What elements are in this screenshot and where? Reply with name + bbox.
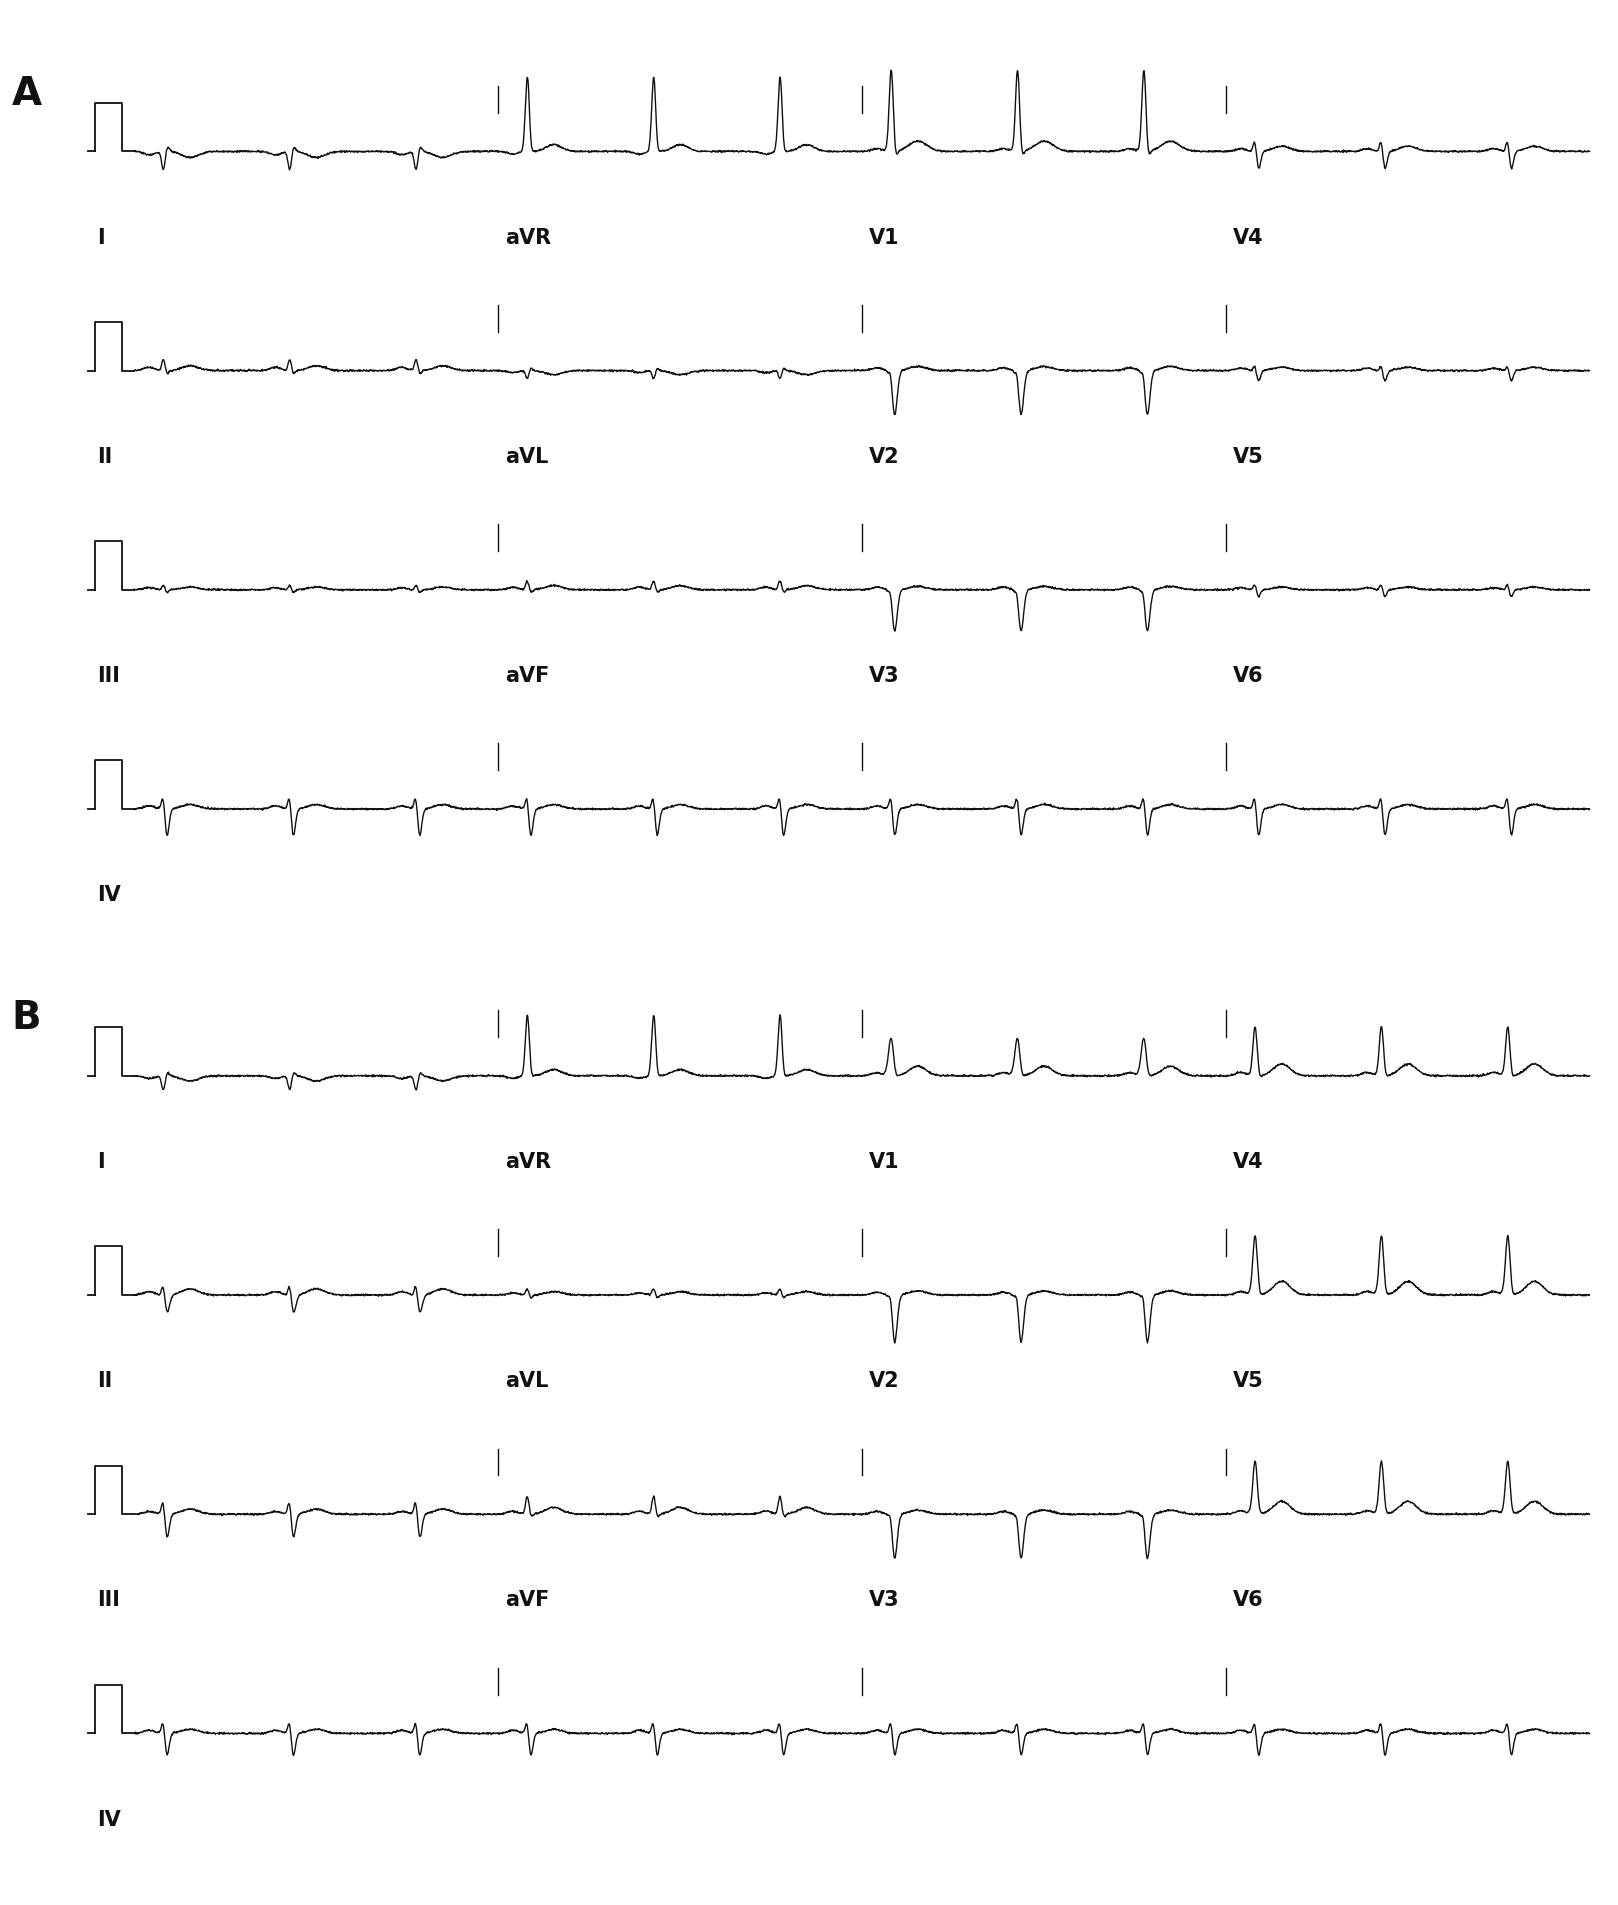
Text: aVL: aVL — [505, 1370, 549, 1391]
Text: V5: V5 — [1233, 1370, 1264, 1391]
Text: V1: V1 — [869, 1151, 900, 1172]
Text: IV: IV — [97, 884, 121, 905]
Text: aVR: aVR — [505, 227, 552, 248]
Text: I: I — [97, 1151, 105, 1172]
Text: V1: V1 — [869, 227, 900, 248]
Text: V6: V6 — [1233, 1589, 1264, 1610]
Text: aVL: aVL — [505, 446, 549, 467]
Text: V2: V2 — [869, 1370, 900, 1391]
Text: V6: V6 — [1233, 665, 1264, 686]
Text: III: III — [97, 665, 120, 686]
Text: V2: V2 — [869, 446, 900, 467]
Text: II: II — [97, 1370, 113, 1391]
Text: V3: V3 — [869, 1589, 900, 1610]
Text: V4: V4 — [1233, 227, 1264, 248]
Text: IV: IV — [97, 1808, 121, 1829]
Text: aVF: aVF — [505, 1589, 550, 1610]
Text: V4: V4 — [1233, 1151, 1264, 1172]
Text: A: A — [11, 74, 42, 112]
Text: V5: V5 — [1233, 446, 1264, 467]
Text: aVR: aVR — [505, 1151, 552, 1172]
Text: II: II — [97, 446, 113, 467]
Text: III: III — [97, 1589, 120, 1610]
Text: aVF: aVF — [505, 665, 550, 686]
Text: B: B — [11, 998, 42, 1036]
Text: I: I — [97, 227, 105, 248]
Text: V3: V3 — [869, 665, 900, 686]
